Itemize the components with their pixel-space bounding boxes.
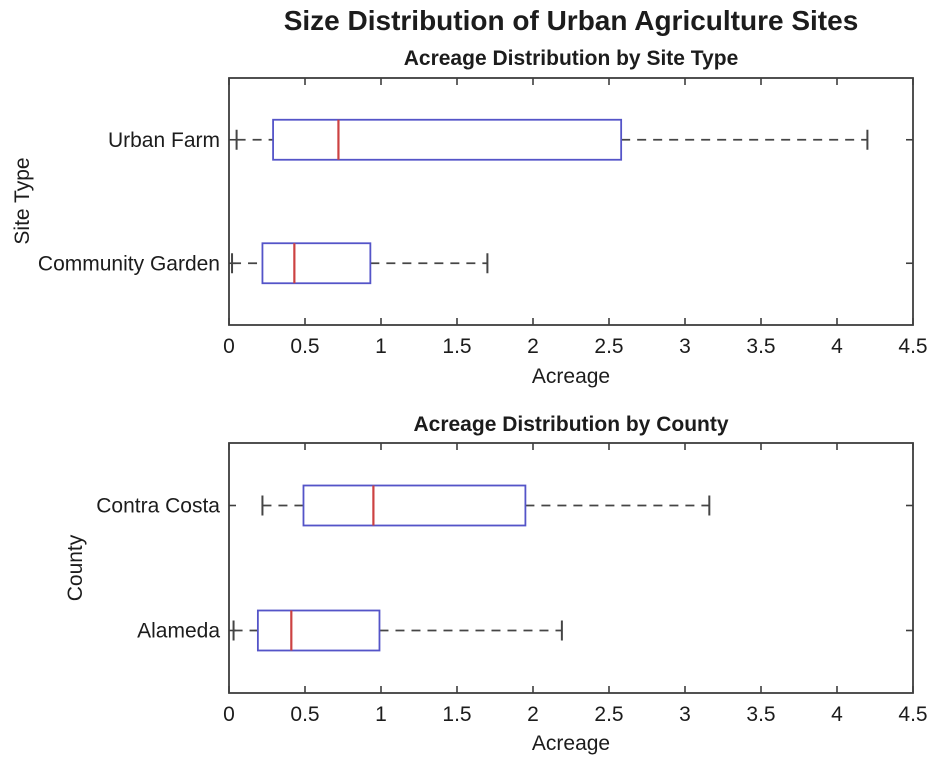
category-label: Alameda [137, 620, 220, 643]
x-tick-label: 2.5 [594, 335, 623, 358]
x-tick-label: 2.5 [594, 703, 623, 726]
category-label: Urban Farm [108, 129, 220, 152]
iqr-box [272, 118, 623, 161]
x-tick-label: 0 [223, 335, 235, 358]
figure-title: Size Distribution of Urban Agriculture S… [283, 5, 859, 36]
x-tick-label: 0 [223, 703, 235, 726]
iqr-box [302, 484, 527, 527]
x-tick-label: 1 [375, 335, 387, 358]
x-tick-label: 3.5 [746, 335, 775, 358]
chart1-title: Acreage Distribution by Site Type [403, 47, 739, 70]
axis-frame [228, 77, 914, 326]
x-tick-label: 2 [527, 703, 539, 726]
x-tick-label: 0.5 [290, 335, 319, 358]
x-tick-label: 3 [679, 703, 691, 726]
iqr-box [261, 242, 372, 285]
x-tick-label: 0.5 [290, 703, 319, 726]
x-tick-label: 2 [527, 335, 539, 358]
chart2-x-axis-label: Acreage [531, 732, 611, 755]
chart2-title: Acreage Distribution by County [413, 413, 729, 436]
category-label: Community Garden [38, 252, 220, 275]
x-tick-label: 3.5 [746, 703, 775, 726]
x-tick-label: 1.5 [442, 335, 471, 358]
category-label: Contra Costa [96, 495, 220, 518]
x-tick-label: 1 [375, 703, 387, 726]
x-tick-label: 4.5 [898, 703, 927, 726]
axis-frame [228, 442, 914, 694]
x-tick-label: 4 [831, 335, 843, 358]
x-tick-label: 1.5 [442, 703, 471, 726]
x-tick-label: 3 [679, 335, 691, 358]
x-tick-label: 4.5 [898, 335, 927, 358]
iqr-box [256, 609, 381, 652]
x-tick-label: 4 [831, 703, 843, 726]
chart1-x-axis-label: Acreage [531, 365, 611, 388]
